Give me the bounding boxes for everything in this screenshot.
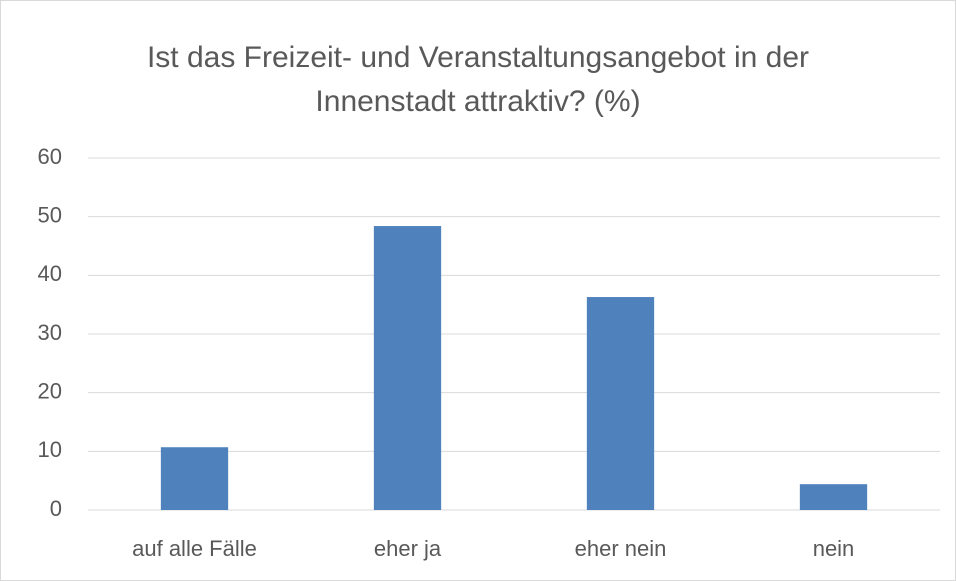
y-tick-label: 20: [38, 378, 62, 403]
x-tick-label: eher nein: [575, 536, 667, 561]
y-tick-label: 60: [38, 144, 62, 169]
y-tick-label: 0: [50, 496, 62, 521]
bar: [160, 447, 229, 510]
y-tick-label: 10: [38, 437, 62, 462]
x-tick-label: auf alle Fälle: [132, 536, 257, 561]
y-tick-label: 30: [38, 320, 62, 345]
bar: [373, 226, 442, 510]
bar: [586, 297, 655, 510]
chart-title: Ist das Freizeit- und Veranstaltungsange…: [146, 41, 810, 118]
x-tick-label: eher ja: [374, 536, 442, 561]
bar: [799, 484, 868, 510]
x-tick-label: nein: [813, 536, 855, 561]
y-tick-label: 50: [38, 202, 62, 227]
y-tick-label: 40: [38, 261, 62, 286]
